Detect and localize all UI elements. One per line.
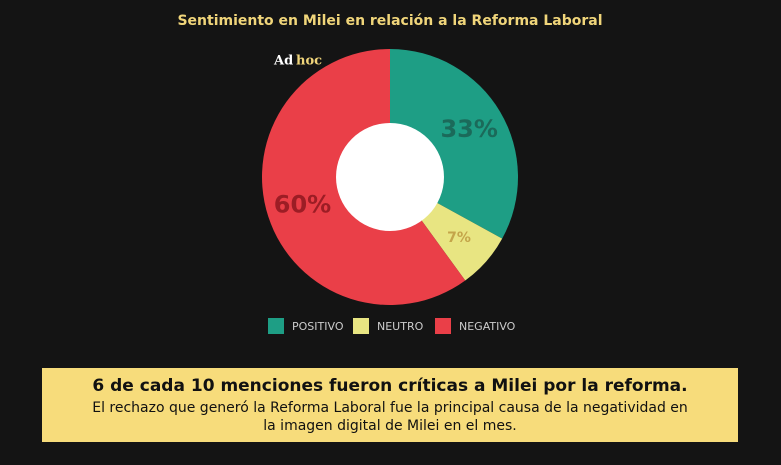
donut-hole <box>336 123 444 231</box>
legend-swatch <box>268 318 284 334</box>
legend-swatch <box>435 318 451 334</box>
legend-swatch <box>353 318 369 334</box>
value-label: 7% <box>447 230 471 246</box>
logo: hoc <box>296 54 322 69</box>
legend-label: NEGATIVO <box>459 320 516 333</box>
chart-title: Sentimiento en Milei en relación a la Re… <box>177 13 602 29</box>
value-label: 60% <box>274 190 331 218</box>
value-label: 33% <box>440 115 497 143</box>
logo: Ad <box>273 54 293 69</box>
legend-label: NEUTRO <box>377 320 424 333</box>
note-headline: 6 de cada 10 menciones fueron críticas a… <box>92 376 687 396</box>
note-box <box>42 368 738 442</box>
legend-label: POSITIVO <box>292 320 344 333</box>
note-text: la imagen digital de Milei en el mes. <box>263 418 516 434</box>
note-text: El rechazo que generó la Reforma Laboral… <box>92 400 688 416</box>
